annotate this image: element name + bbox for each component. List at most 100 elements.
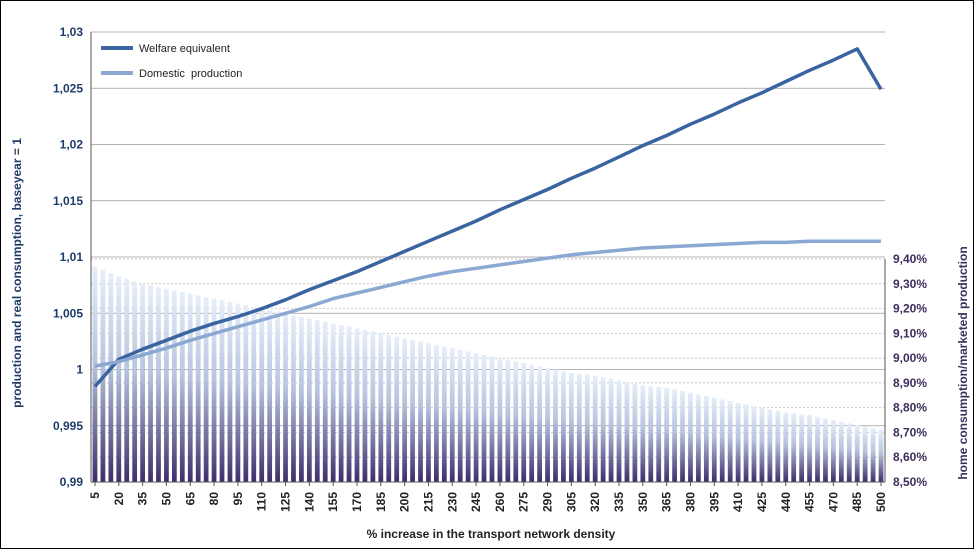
bar — [727, 401, 733, 482]
bar — [823, 418, 828, 482]
bar — [322, 321, 328, 482]
bar — [410, 339, 415, 482]
bar — [132, 281, 138, 482]
bar — [306, 318, 312, 482]
bar — [203, 296, 209, 482]
bar — [140, 283, 145, 482]
x-tick-label: 215 — [421, 492, 435, 512]
bar — [624, 382, 630, 482]
bar — [227, 301, 233, 482]
bar — [370, 331, 376, 482]
legend-label-welfare: Welfare equivalent — [139, 43, 230, 55]
bar — [338, 325, 344, 482]
y-left-tick-label: 1 — [76, 363, 83, 377]
x-tick-label: 410 — [731, 492, 745, 512]
gridlines — [91, 31, 885, 483]
x-tick-label: 290 — [541, 492, 555, 512]
x-tick-label: 95 — [231, 492, 245, 506]
x-tick-label: 260 — [493, 492, 507, 512]
bar — [696, 394, 701, 482]
x-tick-label: 440 — [779, 492, 793, 512]
bar — [767, 409, 773, 482]
y-left-tick-label: 1,02 — [60, 138, 84, 152]
bar — [283, 313, 288, 482]
bar — [251, 306, 257, 482]
bar — [386, 334, 392, 482]
x-tick-label: 275 — [517, 492, 531, 512]
x-tick-label: 350 — [636, 492, 650, 512]
bar — [394, 336, 400, 482]
bar — [568, 372, 574, 482]
x-tick-label: 245 — [469, 492, 483, 512]
y-right-tick-label: 8,80% — [893, 401, 927, 415]
bar — [299, 316, 304, 482]
bar — [148, 285, 153, 482]
bar — [672, 389, 677, 482]
bar — [346, 326, 352, 482]
bar — [775, 410, 781, 482]
bar — [759, 407, 765, 482]
x-tick-label: 395 — [707, 492, 721, 512]
bar — [330, 323, 336, 482]
bar — [92, 266, 98, 482]
bar — [735, 402, 741, 482]
bar — [529, 364, 535, 482]
bar — [441, 346, 447, 482]
y-left-tick-label: 1,005 — [53, 306, 83, 320]
bar — [592, 375, 598, 482]
x-tick-label: 305 — [564, 492, 578, 512]
bar — [791, 413, 797, 482]
line-welfare-equivalent — [93, 47, 883, 388]
x-tick-label: 500 — [874, 492, 888, 512]
bar — [751, 406, 757, 482]
bar — [179, 292, 185, 482]
axes: 1,03 1,025 1,02 1,015 1,01 1,005 1 0,995 0,99 9,4… — [53, 25, 927, 512]
x-tick-label: 455 — [803, 492, 817, 512]
y-axis-left-title: production and real consumption, baseyea… — [10, 138, 24, 408]
legend: Welfare equivalent Domestic production — [101, 43, 242, 80]
bar — [703, 396, 709, 482]
bar — [378, 333, 384, 482]
x-tick-label: 5 — [88, 492, 102, 499]
x-tick-label: 20 — [112, 492, 126, 506]
y-right-tick-label: 8,50% — [893, 475, 927, 489]
y-left-tick-label: 0,99 — [60, 475, 84, 489]
legend-label-domestic: Domestic production — [139, 68, 242, 80]
line-domestic-production — [94, 239, 881, 368]
bar — [537, 366, 542, 482]
x-axis-title: % increase in the transport network dens… — [367, 527, 616, 541]
bar — [108, 273, 114, 482]
x-tick-label: 185 — [374, 492, 388, 512]
x-tick-label: 380 — [683, 492, 697, 512]
x-tick-label: 230 — [445, 492, 459, 512]
bar — [561, 371, 566, 482]
x-tick-label: 425 — [755, 492, 769, 512]
x-tick-label: 365 — [660, 492, 674, 512]
bar — [505, 359, 511, 482]
bar — [616, 380, 622, 482]
bar — [235, 303, 241, 482]
x-tick-label: 155 — [326, 492, 340, 512]
x-tick-label: 470 — [826, 492, 840, 512]
bar — [521, 363, 527, 482]
y-right-tick-label: 8,60% — [893, 450, 927, 464]
bar — [719, 399, 725, 482]
x-tick-label: 335 — [612, 492, 626, 512]
bar — [743, 404, 749, 482]
bar — [243, 305, 249, 482]
bar — [831, 420, 836, 482]
bar — [457, 349, 463, 482]
bar — [600, 377, 606, 482]
bar — [680, 391, 685, 482]
y-axis-right-title: home consumption/marketed production — [956, 246, 970, 479]
bar — [211, 298, 217, 482]
bar — [314, 320, 320, 482]
bar — [465, 351, 471, 482]
y-right-tick-label: 9,10% — [893, 326, 927, 340]
bar — [783, 412, 789, 482]
bar — [497, 358, 503, 482]
bar — [171, 290, 177, 482]
x-tick-label: 110 — [255, 492, 269, 512]
bar — [640, 385, 646, 482]
